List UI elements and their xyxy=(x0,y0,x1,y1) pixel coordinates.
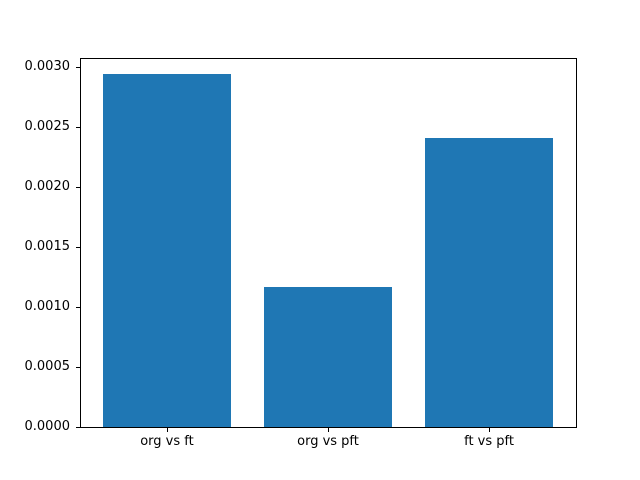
y-tick-mark xyxy=(76,307,80,308)
y-tick-label: 0.0000 xyxy=(24,419,71,434)
y-tick-label: 0.0030 xyxy=(24,59,71,74)
x-tick-label: ft vs pft xyxy=(464,434,514,449)
x-tick-mark xyxy=(328,428,329,432)
y-tick-label: 0.0010 xyxy=(24,299,71,314)
y-tick-mark xyxy=(76,187,80,188)
y-tick-mark xyxy=(76,427,80,428)
x-tick-label: org vs ft xyxy=(140,434,194,449)
x-tick-label: org vs pft xyxy=(297,434,359,449)
bar-org-vs-pft xyxy=(263,286,393,427)
x-tick-mark xyxy=(489,428,491,432)
bar-ft-vs-pft xyxy=(424,137,554,427)
y-tick-mark xyxy=(76,367,80,368)
y-tick-mark xyxy=(76,247,80,248)
bar-org-vs-ft xyxy=(102,74,232,427)
y-tick-mark xyxy=(76,127,80,128)
y-tick-mark xyxy=(76,67,80,68)
y-tick-label: 0.0005 xyxy=(24,359,71,374)
y-tick-label: 0.0025 xyxy=(24,119,71,134)
y-tick-label: 0.0020 xyxy=(24,179,71,194)
y-tick-label: 0.0015 xyxy=(24,239,71,254)
x-tick-mark xyxy=(166,428,168,432)
